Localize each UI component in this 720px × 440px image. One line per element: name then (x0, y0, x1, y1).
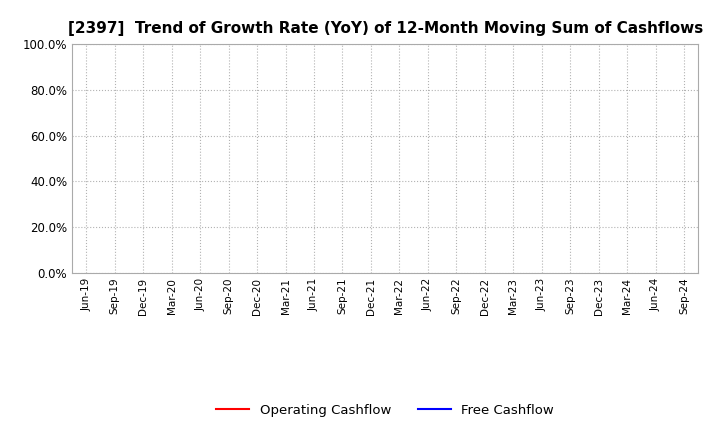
Title: [2397]  Trend of Growth Rate (YoY) of 12-Month Moving Sum of Cashflows: [2397] Trend of Growth Rate (YoY) of 12-… (68, 21, 703, 36)
Legend: Operating Cashflow, Free Cashflow: Operating Cashflow, Free Cashflow (211, 398, 559, 422)
